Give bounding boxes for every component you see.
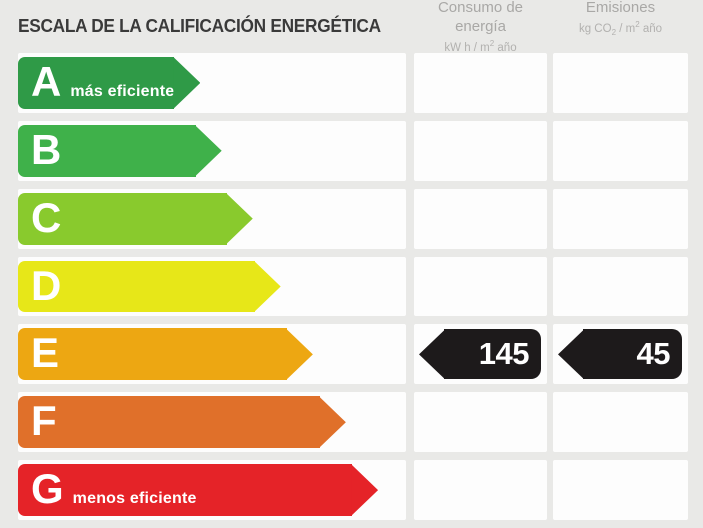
emisiones-cell-g bbox=[553, 460, 688, 521]
emisiones-cell-d bbox=[553, 256, 688, 317]
emisiones-cell-b bbox=[553, 120, 688, 181]
emisiones-cell-a bbox=[553, 53, 688, 113]
consumo-cell-d bbox=[414, 256, 547, 317]
column-title-consumo: Consumo de energía bbox=[437, 0, 524, 35]
most-efficient-label: más eficiente bbox=[70, 83, 175, 100]
emisiones-rating-value: 45 bbox=[636, 336, 671, 372]
grade-arrow-c: C bbox=[18, 192, 253, 245]
grade-letter-b: B bbox=[31, 125, 62, 173]
scale-cell-c: C bbox=[18, 188, 406, 249]
arrow-tip-icon bbox=[253, 260, 281, 313]
consumo-cell-f bbox=[414, 392, 547, 453]
emisiones-rating-arrow: 45 bbox=[558, 329, 682, 380]
arrow-tip-icon bbox=[194, 124, 222, 177]
grade-arrow-d: D bbox=[18, 260, 281, 313]
arrow-tip-icon bbox=[225, 192, 253, 245]
consumo-cell-e: 145 bbox=[414, 324, 547, 385]
grade-arrow-e: E bbox=[18, 328, 313, 381]
arrow-tip-icon bbox=[173, 57, 201, 109]
grade-arrow-b: B bbox=[18, 124, 222, 177]
column-header-emisiones: Emisiones kg CO2 / m2 año bbox=[553, 0, 688, 55]
least-efficient-label: menos eficiente bbox=[72, 490, 197, 508]
grade-letter-e: E bbox=[31, 329, 60, 377]
column-headers: Consumo de energía kW h / m2 año Emision… bbox=[414, 0, 688, 55]
consumo-rating-value: 145 bbox=[478, 336, 530, 372]
arrow-tip-icon bbox=[351, 464, 379, 517]
scale-row-b: B bbox=[18, 120, 688, 181]
scale-cell-f: F bbox=[18, 392, 406, 453]
grade-letter-a: A bbox=[31, 58, 62, 105]
consumo-cell-g bbox=[414, 460, 547, 521]
emisiones-cell-c bbox=[553, 188, 688, 249]
arrow-tip-left-icon bbox=[419, 329, 445, 380]
page-title: ESCALA DE LA CALIFICACIÓN ENERGÉTICA bbox=[18, 16, 381, 36]
arrow-tip-icon bbox=[318, 396, 346, 449]
scale-cell-d: D bbox=[18, 256, 406, 317]
grade-letter-g: G bbox=[31, 465, 64, 513]
grade-letter-d: D bbox=[31, 261, 62, 309]
grade-arrow-f: F bbox=[18, 396, 346, 449]
scale-row-e: E 145 45 bbox=[18, 324, 688, 385]
emisiones-cell-f bbox=[553, 392, 688, 453]
column-header-consumo: Consumo de energía kW h / m2 año bbox=[414, 0, 547, 55]
emisiones-cell-e: 45 bbox=[553, 324, 688, 385]
scale-cell-b: B bbox=[18, 120, 406, 181]
consumo-rating-arrow: 145 bbox=[419, 329, 541, 380]
scale-row-f: F bbox=[18, 392, 688, 453]
grade-letter-c: C bbox=[31, 193, 62, 241]
scale-cell-e: E bbox=[18, 324, 406, 385]
column-unit-consumo: kW h / m2 año bbox=[444, 38, 517, 54]
consumo-cell-a bbox=[414, 53, 547, 113]
column-title-emisiones: Emisiones bbox=[585, 0, 656, 16]
consumo-cell-b bbox=[414, 120, 547, 181]
column-unit-emisiones: kg CO2 / m2 año bbox=[578, 19, 663, 37]
consumo-cell-c bbox=[414, 188, 547, 249]
grade-letter-f: F bbox=[31, 397, 57, 445]
scale-row-c: C bbox=[18, 188, 688, 249]
arrow-tip-icon bbox=[285, 328, 313, 381]
arrow-tip-left-icon bbox=[558, 329, 584, 380]
scale-row-d: D bbox=[18, 256, 688, 317]
header: ESCALA DE LA CALIFICACIÓN ENERGÉTICA Con… bbox=[18, 0, 688, 53]
